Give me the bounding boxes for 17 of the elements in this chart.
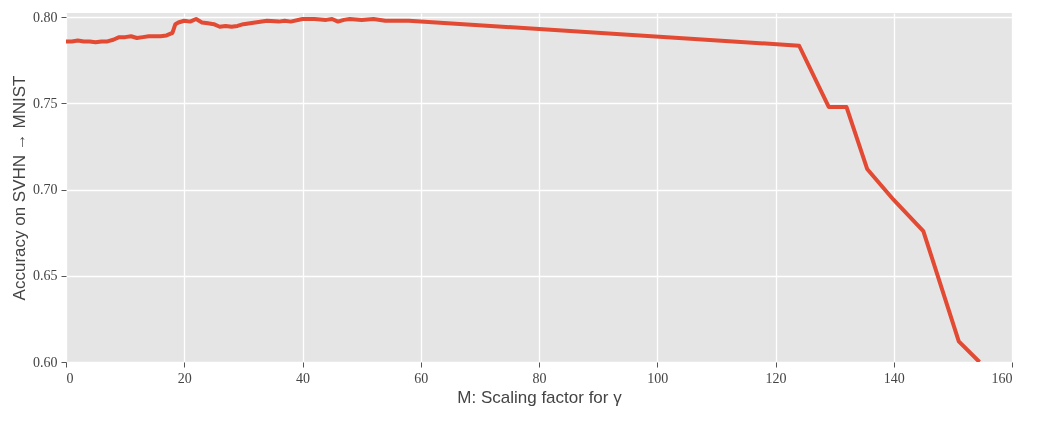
x-tick-label: 160: [991, 370, 1013, 386]
line-series: [66, 17, 982, 362]
x-tick-label: 120: [765, 370, 787, 386]
x-axis-title: M: Scaling factor for γ: [457, 387, 623, 407]
x-tick-label: 60: [414, 370, 429, 386]
x-tick-label: 20: [177, 370, 192, 386]
x-tick-label: 100: [647, 370, 669, 386]
y-tick-label: 0.60: [33, 354, 58, 370]
y-tick-label: 0.80: [33, 9, 58, 25]
x-tick-label: 80: [532, 370, 547, 386]
x-tick-label: 40: [296, 370, 310, 386]
y-tick-label: 0.65: [33, 268, 58, 284]
y-tick-label: 0.75: [33, 95, 58, 111]
x-tick-label: 140: [883, 370, 905, 386]
x-tick-label: 0: [66, 370, 74, 386]
y-axis-title: Accuracy on SVHN → MNIST: [10, 75, 29, 301]
y-tick-label: 0.70: [33, 182, 58, 198]
